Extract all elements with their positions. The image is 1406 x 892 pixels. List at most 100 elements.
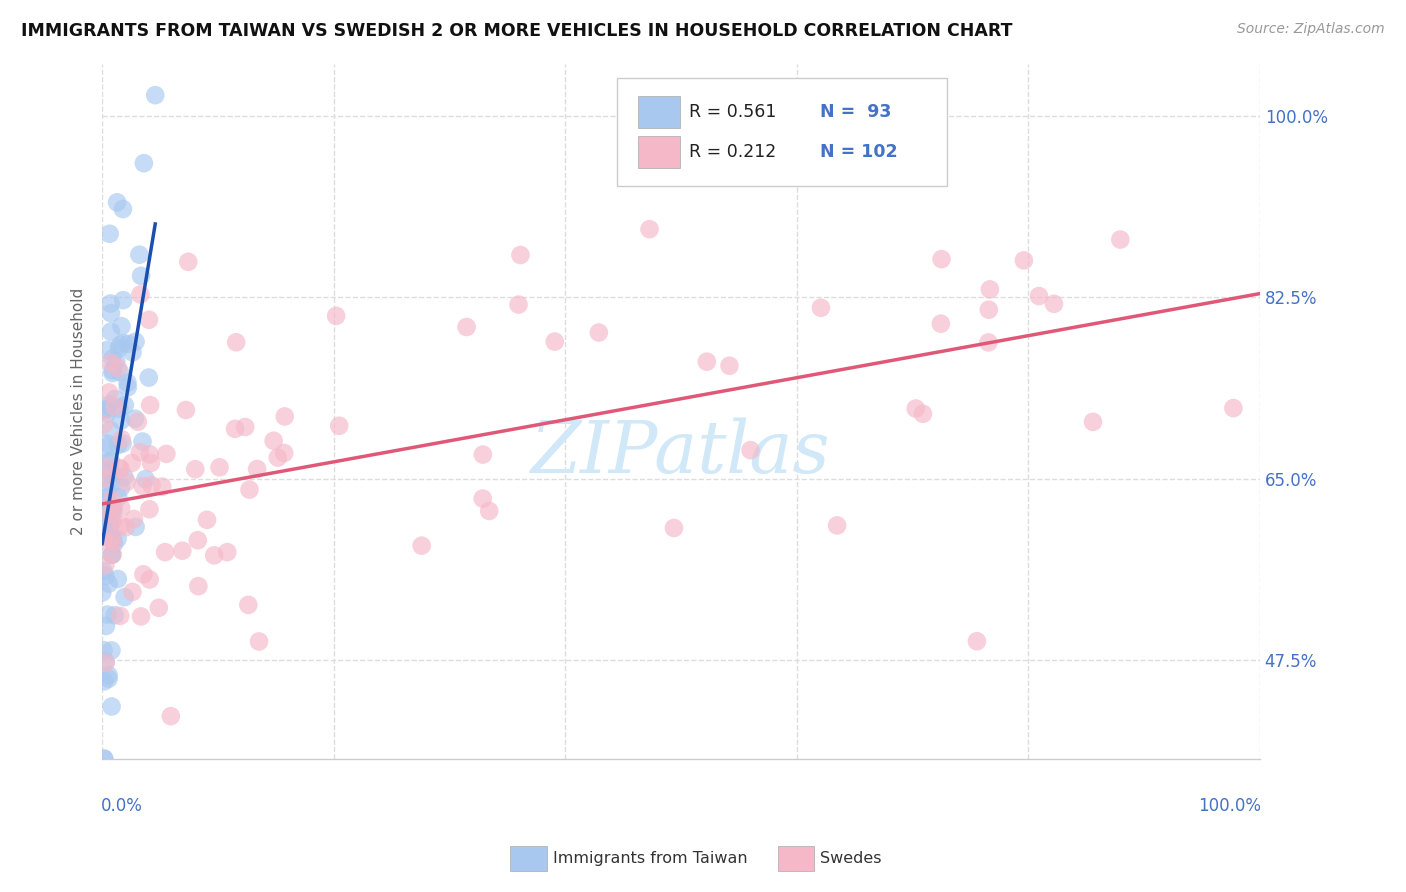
Point (824, 116, 846, 130)
Point (117, 380, 139, 394)
Point (93, 471, 115, 485)
Point (93, 533, 115, 548)
Point (91, 505, 114, 519)
Point (588, 326, 610, 340)
Point (100, 325, 122, 339)
Point (94, 528, 117, 542)
Point (98, 467, 121, 482)
Point (138, 502, 160, 516)
Point (93, 504, 115, 518)
Point (105, 354, 128, 368)
Point (97, 668, 120, 682)
Point (101, 547, 124, 561)
Point (98, 227, 121, 241)
Text: R = 0.561: R = 0.561 (689, 103, 776, 121)
Point (141, 478, 163, 492)
Point (103, 537, 125, 551)
Point (904, 401, 927, 416)
Point (1222, 401, 1244, 416)
Point (93, 752, 115, 766)
Point (509, 248, 531, 262)
Point (107, 572, 129, 586)
Point (104, 392, 127, 406)
Point (100, 355, 122, 369)
Point (174, 403, 197, 417)
Point (100, 699, 122, 714)
Point (97, 576, 120, 591)
Point (718, 359, 741, 373)
Point (177, 255, 200, 269)
Point (1028, 289, 1050, 303)
Point (471, 491, 494, 506)
Point (115, 475, 138, 489)
Point (94, 655, 117, 669)
Point (153, 545, 176, 559)
Point (134, 472, 156, 486)
Point (96, 607, 118, 622)
Point (93, 674, 115, 689)
Point (411, 539, 433, 553)
Point (131, 434, 153, 449)
Point (112, 293, 135, 307)
Point (121, 456, 143, 470)
Point (100, 465, 122, 479)
Point (325, 309, 347, 323)
Point (267, 450, 290, 465)
Point (100, 477, 122, 491)
Point (103, 505, 125, 519)
Point (202, 549, 225, 563)
Point (121, 585, 143, 599)
Text: 100.0%: 100.0% (1198, 797, 1261, 815)
Point (98, 398, 121, 412)
Point (107, 342, 129, 356)
Point (233, 420, 256, 434)
Point (100, 296, 122, 310)
Point (1081, 415, 1104, 429)
Point (97, 402, 120, 417)
Point (638, 222, 661, 236)
Point (117, 336, 139, 351)
Point (929, 317, 952, 331)
Point (1012, 253, 1035, 268)
Point (696, 354, 718, 368)
Point (100, 515, 122, 529)
Point (108, 608, 131, 623)
Point (238, 598, 260, 612)
Point (148, 600, 170, 615)
Point (96, 407, 118, 421)
Point (91, 518, 114, 533)
FancyBboxPatch shape (617, 78, 948, 186)
Point (124, 520, 146, 534)
Point (111, 436, 134, 450)
Point (110, 518, 132, 533)
Point (111, 202, 134, 216)
Point (104, 400, 127, 414)
Point (112, 336, 135, 351)
Point (328, 418, 350, 433)
Point (107, 532, 129, 546)
Point (97, 459, 120, 474)
Point (143, 88, 166, 103)
Point (96, 441, 118, 455)
Point (931, 252, 953, 266)
Point (456, 320, 478, 334)
Point (138, 370, 160, 384)
Point (117, 376, 139, 390)
Point (96, 491, 118, 505)
Point (150, 480, 173, 494)
Point (94, 619, 117, 633)
Point (274, 409, 297, 424)
Point (662, 521, 685, 535)
Text: N = 102: N = 102 (820, 143, 897, 161)
Point (478, 504, 501, 518)
Point (94, 569, 117, 583)
Text: R = 0.212: R = 0.212 (689, 143, 776, 161)
Point (101, 366, 124, 380)
Point (225, 335, 247, 350)
Point (159, 709, 181, 723)
Point (101, 532, 124, 546)
Text: IMMIGRANTS FROM TAIWAN VS SWEDISH 2 OR MORE VEHICLES IN HOUSEHOLD CORRELATION CH: IMMIGRANTS FROM TAIWAN VS SWEDISH 2 OR M… (21, 22, 1012, 40)
Point (101, 351, 124, 366)
Point (172, 543, 194, 558)
Point (105, 195, 128, 210)
